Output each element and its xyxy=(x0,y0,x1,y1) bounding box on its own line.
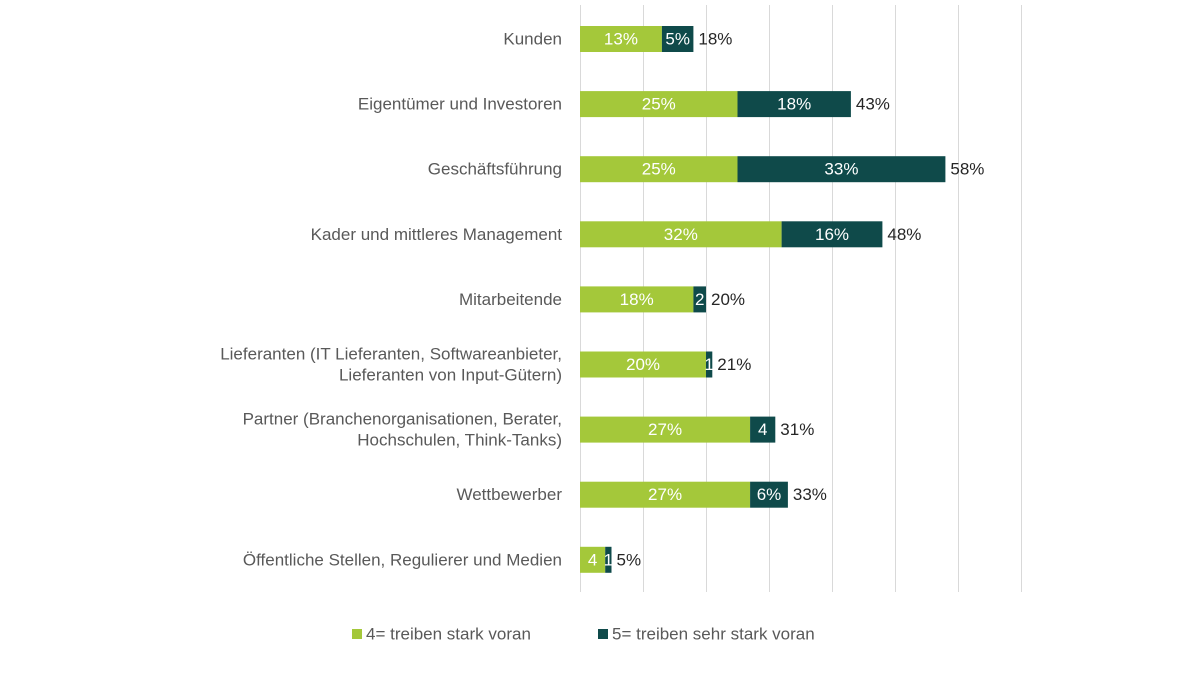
bar-segment-sehr-stark xyxy=(661,26,694,52)
total-value-label: 58% xyxy=(950,160,984,179)
category-label: Kader und mittleres Management xyxy=(311,225,563,244)
bar-value-label: 33% xyxy=(824,160,858,179)
category-label: Lieferanten von Input-Gütern) xyxy=(339,366,562,385)
bar-segment-stark xyxy=(580,91,738,118)
category-label: Hochschulen, Think-Tanks) xyxy=(357,431,562,450)
total-value-label: 31% xyxy=(780,420,814,439)
category-label: Wettbewerber xyxy=(456,485,562,504)
bar-value-label: 4 xyxy=(588,550,597,569)
category-label: Geschäftsführung xyxy=(428,160,562,179)
bar-segment-sehr-stark xyxy=(750,416,776,443)
bar-value-label: 25% xyxy=(642,95,676,114)
bar-value-label: 1 xyxy=(704,355,713,374)
total-value-label: 5% xyxy=(617,550,642,569)
legend-label-sehr-stark: 5= treiben sehr stark voran xyxy=(612,625,815,644)
bar-value-label: 4 xyxy=(758,420,767,439)
bar-segment-stark xyxy=(580,286,694,313)
bar-value-label: 27% xyxy=(648,420,682,439)
bar-value-label: 13% xyxy=(604,30,638,49)
bar-segment-stark xyxy=(580,26,662,52)
legend-swatch-sehr-stark xyxy=(598,629,608,639)
bar-segment-stark xyxy=(580,351,706,378)
total-value-label: 20% xyxy=(711,290,745,309)
bar-value-label: 5% xyxy=(665,30,690,49)
bar-segment-stark xyxy=(580,156,738,183)
bar-segment-sehr-stark xyxy=(737,156,946,183)
bar-value-label: 6% xyxy=(757,485,782,504)
category-label: Mitarbeitende xyxy=(459,290,562,309)
bar-value-label: 1 xyxy=(604,550,613,569)
category-label: Öffentliche Stellen, Regulierer und Medi… xyxy=(243,550,562,569)
bar-segment-sehr-stark xyxy=(781,221,883,248)
bar-segment-sehr-stark xyxy=(737,91,851,118)
total-value-label: 43% xyxy=(856,95,890,114)
bar-value-label: 18% xyxy=(777,95,811,114)
category-label: Eigentümer und Investoren xyxy=(358,95,562,114)
bar-segment-sehr-stark xyxy=(693,286,706,313)
legend-label-stark: 4= treiben stark voran xyxy=(366,625,531,644)
bar-segment-stark xyxy=(580,416,751,443)
bar-segment-stark xyxy=(580,546,606,573)
total-value-label: 33% xyxy=(793,485,827,504)
total-value-label: 48% xyxy=(887,225,921,244)
category-label: Kunden xyxy=(503,30,562,49)
bar-segment-sehr-stark xyxy=(750,481,788,508)
bar-value-label: 25% xyxy=(642,160,676,179)
total-value-label: 21% xyxy=(717,355,751,374)
bar-segment-stark xyxy=(580,481,751,508)
legend-swatch-stark xyxy=(352,629,362,639)
bar-segment-stark xyxy=(580,221,782,248)
bar-value-label: 2 xyxy=(695,290,704,309)
bar-value-label: 32% xyxy=(664,225,698,244)
category-label: Partner (Branchenorganisationen, Berater… xyxy=(243,410,562,429)
bar-value-label: 20% xyxy=(626,355,660,374)
total-value-label: 18% xyxy=(698,30,732,49)
bar-segment-sehr-stark xyxy=(605,546,612,573)
bar-value-label: 16% xyxy=(815,225,849,244)
bar-segment-sehr-stark xyxy=(706,351,713,378)
bar-value-label: 18% xyxy=(620,290,654,309)
bar-value-label: 27% xyxy=(648,485,682,504)
category-label: Lieferanten (IT Lieferanten, Softwareanb… xyxy=(220,345,562,364)
